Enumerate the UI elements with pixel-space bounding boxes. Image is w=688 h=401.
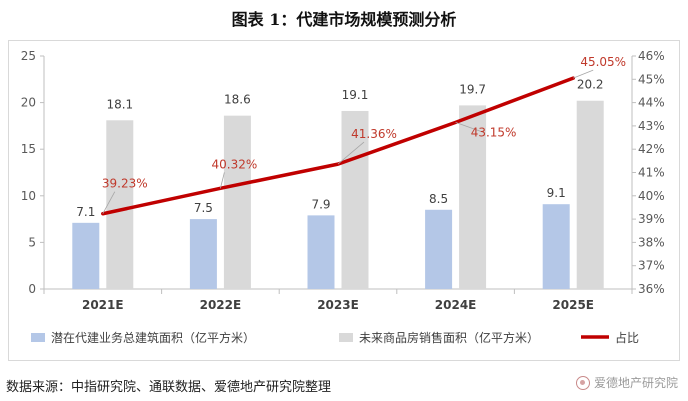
line-label-leader xyxy=(337,141,365,165)
line-label-leader xyxy=(455,122,484,133)
bar-sales-label: 18.1 xyxy=(106,97,133,111)
watermark: 爱德地产研究院 xyxy=(575,374,678,391)
line-ratio xyxy=(101,76,575,216)
line-point-label: 40.32% xyxy=(212,157,258,171)
y-tick-label-right: 44% xyxy=(638,96,665,110)
y-tick-label-left: 20 xyxy=(21,96,36,110)
bar-potential-area xyxy=(425,209,453,289)
y-tick-label-right: 38% xyxy=(638,235,665,249)
line-point-label: 41.36% xyxy=(351,127,397,141)
y-tick-label-right: 46% xyxy=(638,49,665,63)
y-tick-label-right: 37% xyxy=(638,259,665,273)
bar-sales-label: 19.7 xyxy=(459,82,486,96)
bar-sales-label: 19.1 xyxy=(342,88,369,102)
y-tick-label-right: 40% xyxy=(638,189,665,203)
x-tick-label: 2024E xyxy=(435,298,477,312)
y-tick-label-right: 45% xyxy=(638,72,665,86)
chart-svg: 0 5 10 15 20 25 36% 37% 38% 39% 40% 41% 42% 43% 44% 45%… xyxy=(21,49,665,345)
legend-label-ratio: 占比 xyxy=(615,330,639,345)
bar-potential-label: 8.5 xyxy=(429,192,448,206)
bar-potential-label: 7.1 xyxy=(76,205,95,219)
x-tick-label: 2025E xyxy=(552,298,594,312)
y-tick-label-left: 0 xyxy=(28,282,36,296)
bar-potential-area xyxy=(307,215,335,289)
bar-potential-label: 9.1 xyxy=(547,186,566,200)
bar-potential-area xyxy=(542,204,570,289)
bar-sales-label: 20.2 xyxy=(577,78,604,92)
source-note: 数据来源：中指研究院、通联数据、爱德地产研究院整理 xyxy=(6,380,332,395)
watermark-text: 爱德地产研究院 xyxy=(593,376,678,390)
bar-sales-area xyxy=(341,110,369,289)
page-title: 图表 1：代建市场规模预测分析 xyxy=(231,10,457,29)
line-label-leader xyxy=(220,172,225,189)
x-tick-label: 2023E xyxy=(317,298,359,312)
bar-potential-label: 7.9 xyxy=(311,197,330,211)
y-tick-label-right: 39% xyxy=(638,212,665,226)
y-tick-label-right: 43% xyxy=(638,119,665,133)
legend-label-sales: 未来商品房销售面积（亿平方米） xyxy=(359,330,539,345)
chart-panel: 0 5 10 15 20 25 36% 37% 38% 39% 40% 41% 42% 43% 44% 45%… xyxy=(8,40,680,361)
line-point-label: 45.05% xyxy=(580,55,626,69)
legend-swatch-potential xyxy=(31,333,45,342)
line-point-label: 43.15% xyxy=(471,125,517,139)
bar-sales-area xyxy=(459,105,487,290)
y-tick-label-right: 42% xyxy=(638,142,665,156)
y-tick-label-right: 41% xyxy=(638,166,665,180)
line-label-leader xyxy=(102,191,116,214)
x-tick-label: 2022E xyxy=(200,298,242,312)
bar-sales-label: 18.6 xyxy=(224,93,251,107)
legend-label-potential: 潜在代建业务总建筑面积（亿平方米） xyxy=(51,330,255,345)
y-tick-label-right: 36% xyxy=(638,282,665,296)
bar-potential-area xyxy=(72,222,100,289)
y-tick-label-left: 15 xyxy=(21,142,36,156)
y-tick-label-left: 25 xyxy=(21,49,36,63)
logo-icon xyxy=(575,375,590,390)
bar-sales-area xyxy=(576,100,604,290)
bar-potential-area xyxy=(189,219,217,289)
line-label-leader xyxy=(573,69,594,79)
y-tick-label-left: 5 xyxy=(28,235,36,249)
y-tick-label-left: 10 xyxy=(21,189,36,203)
bar-potential-label: 7.5 xyxy=(194,201,213,215)
line-point-label: 39.23% xyxy=(102,177,148,191)
x-tick-label: 2021E xyxy=(82,298,124,312)
bar-sales-area xyxy=(106,120,134,289)
bar-sales-area xyxy=(223,115,251,289)
legend-swatch-sales xyxy=(339,333,353,342)
